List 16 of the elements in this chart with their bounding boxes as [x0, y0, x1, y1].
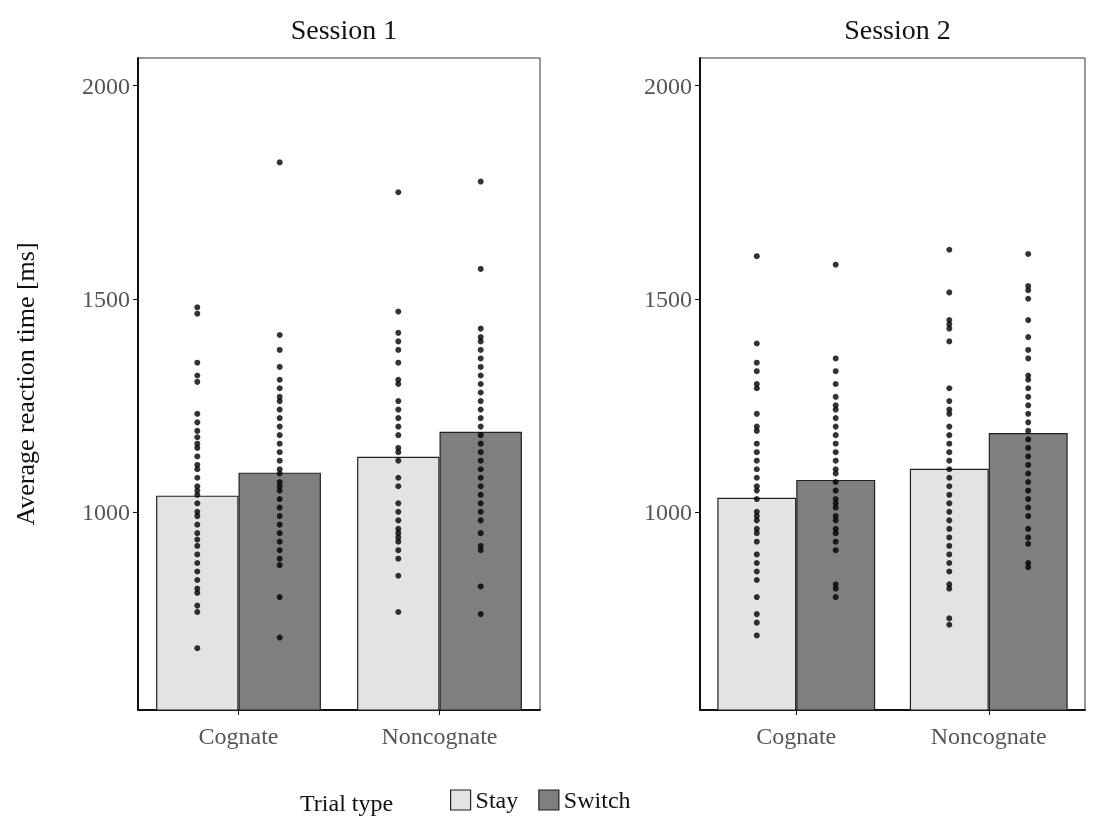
y-tick-label: 2000	[82, 72, 130, 99]
x-tick-label: Cognate	[756, 723, 837, 749]
x-tick-label: Noncognate	[930, 723, 1047, 749]
y-tick-label: 1000	[644, 498, 692, 525]
y-axis-title: Average reaction time [ms]	[10, 242, 40, 526]
legend-label: Stay	[475, 787, 519, 813]
x-tick-label: Noncognate	[381, 723, 498, 749]
chart-title: Session 2	[844, 13, 951, 45]
x-tick-label: Cognate	[198, 723, 279, 749]
y-tick-label: 2000	[644, 72, 692, 99]
legend-title: Trial type	[300, 790, 394, 816]
y-tick-label: 1500	[644, 285, 692, 312]
y-tick-label: 1500	[82, 285, 130, 312]
legend-label: Switch	[563, 787, 631, 813]
y-tick-label: 1000	[82, 498, 130, 525]
chart-title: Session 1	[290, 13, 398, 45]
